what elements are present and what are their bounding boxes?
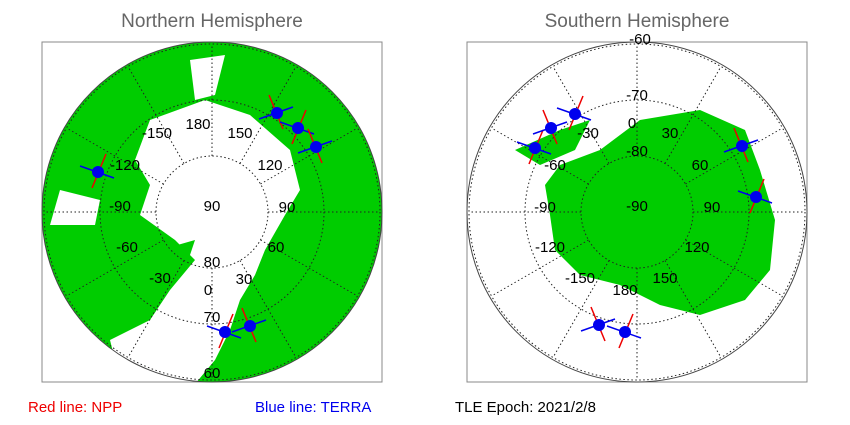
satellite [310, 141, 322, 153]
meridian [552, 66, 610, 164]
graticule-label: 30 [662, 125, 679, 142]
graticule-label: 30 [236, 271, 253, 288]
meridian [664, 66, 722, 164]
meridian [664, 260, 722, 358]
graticule-label: -90 [626, 198, 648, 215]
meridian [491, 127, 589, 185]
satellite [92, 166, 104, 178]
graticule-label: -70 [626, 87, 648, 104]
meridian [239, 260, 297, 358]
south-edge [466, 41, 808, 383]
graticule-label: -150 [142, 125, 172, 142]
graticule-label: 120 [257, 157, 282, 174]
graticule [43, 43, 806, 381]
satellite [593, 319, 605, 331]
meridian [127, 66, 185, 164]
satellite [750, 191, 762, 203]
meridian [491, 239, 589, 297]
north-edge [41, 41, 383, 383]
graticule-label: 60 [268, 239, 285, 256]
graticule-label: 150 [227, 125, 252, 142]
satellite [569, 108, 581, 120]
satellite [529, 142, 541, 154]
graticule-label: 90 [279, 199, 296, 216]
graticule-label: -80 [626, 143, 648, 160]
graticule-label: 180 [612, 282, 637, 299]
graticule-label: -120 [110, 157, 140, 174]
meridian [552, 260, 610, 358]
satellite [244, 320, 256, 332]
meridian [66, 127, 164, 185]
meridian [685, 239, 783, 297]
satellite [545, 122, 557, 134]
graticule-label: 60 [692, 157, 709, 174]
satellite [292, 122, 304, 134]
graticule-label: 90 [704, 199, 721, 216]
graticule-label: 0 [204, 282, 212, 299]
satellite [736, 140, 748, 152]
graticule-label: -60 [544, 157, 566, 174]
graticule-label: 150 [652, 270, 677, 287]
legend-terra: Blue line: TERRA [255, 399, 371, 416]
graticule-label: 90 [204, 198, 221, 215]
graticule-label: 180 [185, 116, 210, 133]
graticule-label: -150 [565, 270, 595, 287]
graticule-label: -60 [629, 31, 651, 48]
graticule-label: -90 [109, 198, 131, 215]
graticule-label: -30 [149, 270, 171, 287]
graticule-label: -90 [534, 199, 556, 216]
graticule-label: -120 [535, 239, 565, 256]
graticule-label: -30 [577, 125, 599, 142]
satellite [271, 107, 283, 119]
meridian [260, 239, 358, 297]
meridian [260, 127, 358, 185]
graticule-label: 70 [204, 309, 221, 326]
satellite [619, 326, 631, 338]
satellite [219, 326, 231, 338]
meridian [127, 260, 185, 358]
graticule-label: -60 [116, 239, 138, 256]
meridian [239, 66, 297, 164]
legend-npp: Red line: NPP [28, 399, 122, 416]
graticule-label: 80 [204, 254, 221, 271]
panel-title: Northern Hemisphere [121, 11, 303, 32]
graticule-label: 60 [204, 365, 221, 382]
meridian [685, 127, 783, 185]
meridian [66, 239, 164, 297]
graticule-label: 0 [628, 115, 636, 132]
panel-title: Southern Hemisphere [545, 11, 730, 32]
tle-epoch: TLE Epoch: 2021/2/8 [455, 399, 596, 416]
graticule-label: 120 [684, 239, 709, 256]
